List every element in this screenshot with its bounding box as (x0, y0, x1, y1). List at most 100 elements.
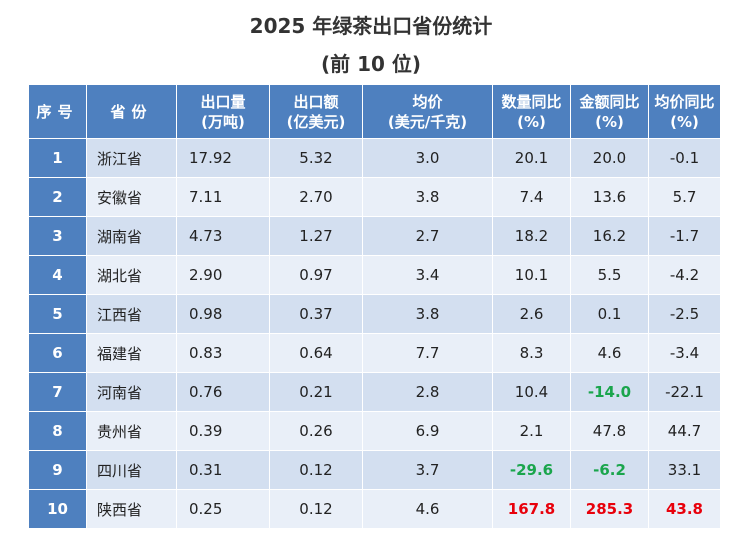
header-qty: 出口量 (万吨) (176, 84, 270, 139)
cell-seq: 5 (28, 294, 87, 334)
cell-amount: 5.32 (269, 138, 363, 178)
cell-qty: 0.25 (176, 489, 270, 529)
cell-seq: 7 (28, 372, 87, 412)
cell-price: 3.8 (362, 294, 493, 334)
cell-qty: 4.73 (176, 216, 270, 256)
cell-price: 3.8 (362, 177, 493, 217)
cell-price-yoy: -1.7 (648, 216, 721, 256)
table-row: 4 湖北省 2.90 0.97 3.4 10.1 5.5 -4.2 (28, 255, 721, 295)
header-qty-yoy: 数量同比 (%) (492, 84, 571, 139)
cell-province: 河南省 (86, 372, 177, 412)
cell-price: 4.6 (362, 489, 493, 529)
cell-amount: 0.64 (269, 333, 363, 373)
cell-qty-yoy: 2.6 (492, 294, 571, 334)
cell-amount: 0.26 (269, 411, 363, 451)
cell-province: 江西省 (86, 294, 177, 334)
table-row: 3 湖南省 4.73 1.27 2.7 18.2 16.2 -1.7 (28, 216, 721, 256)
cell-seq: 4 (28, 255, 87, 295)
cell-amount: 0.12 (269, 489, 363, 529)
table-row: 6 福建省 0.83 0.64 7.7 8.3 4.6 -3.4 (28, 333, 721, 373)
cell-province: 贵州省 (86, 411, 177, 451)
table-row: 2 安徽省 7.11 2.70 3.8 7.4 13.6 5.7 (28, 177, 721, 217)
cell-qty: 0.39 (176, 411, 270, 451)
cell-qty: 2.90 (176, 255, 270, 295)
page-title: 2025 年绿茶出口省份统计 (249, 14, 493, 38)
header-price: 均价 (美元/千克) (362, 84, 493, 139)
cell-amount: 0.21 (269, 372, 363, 412)
table-body: 1 浙江省 17.92 5.32 3.0 20.1 20.0 -0.1 2 安徽省 7.11 2.70… (28, 138, 721, 529)
cell-price: 3.4 (362, 255, 493, 295)
cell-amount-yoy: -6.2 (570, 450, 649, 490)
header-province: 省份 (86, 84, 177, 139)
cell-seq: 10 (28, 489, 87, 529)
cell-price-yoy: -4.2 (648, 255, 721, 295)
cell-price-yoy: 5.7 (648, 177, 721, 217)
table-row: 8 贵州省 0.39 0.26 6.9 2.1 47.8 44.7 (28, 411, 721, 451)
cell-province: 湖北省 (86, 255, 177, 295)
header-price-yoy: 均价同比 (%) (648, 84, 721, 139)
cell-price-yoy: -2.5 (648, 294, 721, 334)
cell-price: 3.7 (362, 450, 493, 490)
cell-seq: 2 (28, 177, 87, 217)
cell-price: 2.7 (362, 216, 493, 256)
cell-qty-yoy: 7.4 (492, 177, 571, 217)
cell-amount: 2.70 (269, 177, 363, 217)
cell-amount: 0.37 (269, 294, 363, 334)
page-subtitle: (前 10 位) (320, 52, 422, 76)
cell-amount: 0.12 (269, 450, 363, 490)
cell-amount: 1.27 (269, 216, 363, 256)
cell-qty: 0.31 (176, 450, 270, 490)
cell-seq: 1 (28, 138, 87, 178)
cell-qty: 0.98 (176, 294, 270, 334)
cell-price: 6.9 (362, 411, 493, 451)
header-seq: 序号 (28, 84, 87, 139)
cell-province: 陕西省 (86, 489, 177, 529)
cell-price: 7.7 (362, 333, 493, 373)
cell-qty: 0.76 (176, 372, 270, 412)
cell-qty-yoy: 10.4 (492, 372, 571, 412)
cell-amount-yoy: 20.0 (570, 138, 649, 178)
cell-seq: 8 (28, 411, 87, 451)
table-row: 7 河南省 0.76 0.21 2.8 10.4 -14.0 -22.1 (28, 372, 721, 412)
table-header-row: 序号 省份 出口量 (万吨) 出口额 (亿美元) 均价 (美元/千克) 数量同比… (28, 84, 721, 139)
cell-amount-yoy: -14.0 (570, 372, 649, 412)
cell-province: 安徽省 (86, 177, 177, 217)
cell-price-yoy: 43.8 (648, 489, 721, 529)
cell-qty-yoy: 20.1 (492, 138, 571, 178)
cell-price: 3.0 (362, 138, 493, 178)
cell-province: 湖南省 (86, 216, 177, 256)
cell-qty-yoy: 2.1 (492, 411, 571, 451)
cell-amount-yoy: 285.3 (570, 489, 649, 529)
cell-price-yoy: -22.1 (648, 372, 721, 412)
cell-qty: 17.92 (176, 138, 270, 178)
table-row: 9 四川省 0.31 0.12 3.7 -29.6 -6.2 33.1 (28, 450, 721, 490)
cell-price-yoy: 33.1 (648, 450, 721, 490)
cell-amount-yoy: 4.6 (570, 333, 649, 373)
cell-price-yoy: -0.1 (648, 138, 721, 178)
cell-qty: 7.11 (176, 177, 270, 217)
cell-price: 2.8 (362, 372, 493, 412)
stats-table: 序号 省份 出口量 (万吨) 出口额 (亿美元) 均价 (美元/千克) 数量同比… (28, 84, 721, 529)
header-amount-yoy: 金额同比 (%) (570, 84, 649, 139)
cell-qty-yoy: -29.6 (492, 450, 571, 490)
cell-amount-yoy: 5.5 (570, 255, 649, 295)
cell-seq: 3 (28, 216, 87, 256)
cell-qty: 0.83 (176, 333, 270, 373)
table-row: 5 江西省 0.98 0.37 3.8 2.6 0.1 -2.5 (28, 294, 721, 334)
cell-province: 四川省 (86, 450, 177, 490)
cell-amount: 0.97 (269, 255, 363, 295)
cell-province: 浙江省 (86, 138, 177, 178)
cell-price-yoy: 44.7 (648, 411, 721, 451)
table-row: 10 陕西省 0.25 0.12 4.6 167.8 285.3 43.8 (28, 489, 721, 529)
cell-seq: 9 (28, 450, 87, 490)
cell-qty-yoy: 10.1 (492, 255, 571, 295)
cell-amount-yoy: 0.1 (570, 294, 649, 334)
cell-qty-yoy: 18.2 (492, 216, 571, 256)
cell-seq: 6 (28, 333, 87, 373)
cell-qty-yoy: 167.8 (492, 489, 571, 529)
cell-amount-yoy: 47.8 (570, 411, 649, 451)
cell-amount-yoy: 13.6 (570, 177, 649, 217)
cell-qty-yoy: 8.3 (492, 333, 571, 373)
table-row: 1 浙江省 17.92 5.32 3.0 20.1 20.0 -0.1 (28, 138, 721, 178)
header-amount: 出口额 (亿美元) (269, 84, 363, 139)
